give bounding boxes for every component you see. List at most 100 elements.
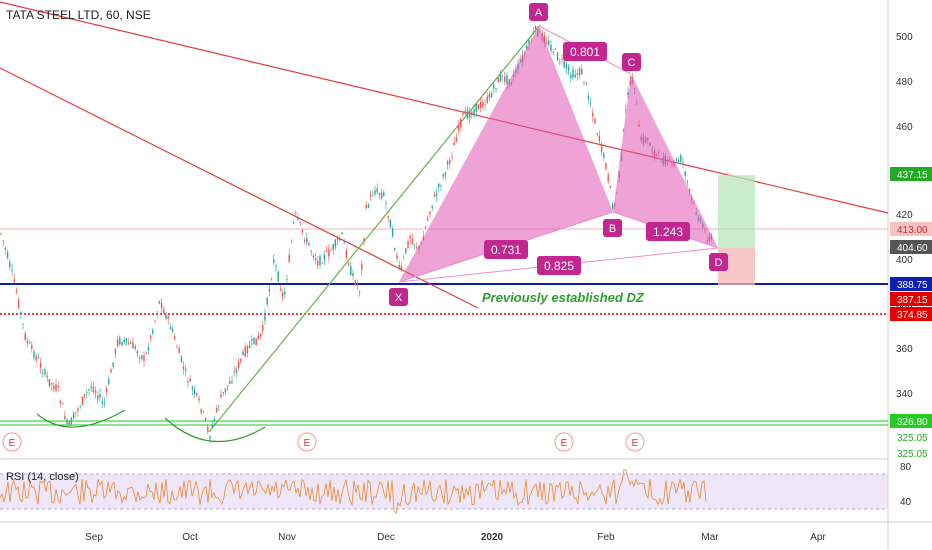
candle-body xyxy=(598,135,601,142)
candle-body xyxy=(585,82,587,84)
candle-body xyxy=(77,408,79,412)
candle-body xyxy=(297,217,299,220)
x-tick-oct: Oct xyxy=(182,532,198,543)
candle-body xyxy=(321,263,323,265)
candle-body xyxy=(468,111,471,118)
candle-body xyxy=(684,171,686,176)
candle-body xyxy=(682,161,684,163)
x-tick-nov: Nov xyxy=(278,532,296,543)
candle-body xyxy=(295,212,297,214)
candle-body xyxy=(310,250,312,252)
candle-body xyxy=(24,333,26,340)
candle-body xyxy=(218,406,220,408)
candle-body xyxy=(101,400,103,404)
candle-body xyxy=(319,255,321,266)
candle-body xyxy=(270,278,273,280)
candle-body xyxy=(328,249,330,257)
candle-body xyxy=(431,205,433,208)
candle-body xyxy=(680,155,682,162)
rounded-bottom-2 xyxy=(164,417,266,443)
candle-body xyxy=(677,160,680,163)
candle-body xyxy=(262,325,264,331)
candle-body xyxy=(37,358,40,359)
candle-body xyxy=(204,417,207,421)
candle-body xyxy=(257,335,260,340)
candle-body xyxy=(165,313,167,319)
candle-body xyxy=(345,250,348,258)
x-tick-sep: Sep xyxy=(85,532,103,543)
candle-body xyxy=(440,185,442,187)
candle-body xyxy=(39,362,42,368)
candle-body xyxy=(226,385,229,387)
candle-body xyxy=(339,239,341,240)
candle-body xyxy=(110,369,112,373)
candle-body xyxy=(11,269,13,271)
price-tag-325-05-b-label: 325.05 xyxy=(897,449,928,460)
candle-body xyxy=(479,101,482,108)
candle-body xyxy=(33,351,35,358)
candle-body xyxy=(627,92,629,95)
candle-body xyxy=(286,279,288,280)
harmonic-pattern xyxy=(398,25,719,283)
candle-body xyxy=(334,239,337,247)
candle-body xyxy=(213,418,216,421)
candle-body xyxy=(119,337,121,344)
x-tick-feb: Feb xyxy=(597,532,615,543)
candle-body xyxy=(81,396,84,405)
price-tag-374-85: 374.85 xyxy=(890,307,932,321)
price-tag-325-05-a-label: 325.05 xyxy=(897,433,928,444)
candle-body xyxy=(378,193,381,195)
candle-body xyxy=(167,316,169,320)
event-marker-3: E xyxy=(554,432,574,452)
candle-body xyxy=(268,288,271,292)
candle-body xyxy=(413,244,416,245)
candle-body xyxy=(565,64,568,69)
candle-body xyxy=(442,174,444,177)
candle-body xyxy=(330,250,332,252)
candle-body xyxy=(259,333,262,337)
candle-body xyxy=(570,74,572,79)
candle-body xyxy=(215,407,218,412)
candle-body xyxy=(457,124,460,131)
candle-body xyxy=(504,76,506,82)
candle-body xyxy=(246,346,249,354)
candle-body xyxy=(317,260,319,266)
candle-body xyxy=(132,342,134,349)
candle-body xyxy=(495,88,497,90)
candle-body xyxy=(176,347,178,348)
candle-body xyxy=(202,411,205,412)
candle-body xyxy=(2,240,4,242)
candle-body xyxy=(61,402,64,405)
candle-body xyxy=(163,308,165,314)
ratio-xb: 0.801 xyxy=(563,42,607,61)
candle-body xyxy=(394,247,396,250)
candle-body xyxy=(581,68,583,75)
point-c: C xyxy=(622,53,641,71)
candle-body xyxy=(464,110,466,115)
candle-body xyxy=(264,314,266,321)
candle-body xyxy=(532,32,535,34)
candle-body xyxy=(196,393,198,396)
candle-body xyxy=(116,339,119,346)
event-marker-1: E xyxy=(2,432,22,452)
candle-body xyxy=(306,237,308,243)
candle-body xyxy=(314,258,317,261)
candle-body xyxy=(103,402,106,404)
candle-body xyxy=(273,259,275,263)
price-tag-404-6: 404.60 xyxy=(890,240,932,254)
candle-body xyxy=(578,68,581,76)
candle-body xyxy=(323,254,326,260)
candle-body xyxy=(138,357,141,359)
candle-body xyxy=(451,156,453,158)
candle-body xyxy=(147,347,150,351)
candle-body xyxy=(281,292,284,297)
candle-body xyxy=(411,239,414,245)
candle-body xyxy=(594,118,596,124)
point-d-label: D xyxy=(715,257,723,269)
candle-body xyxy=(548,40,550,45)
candle-body xyxy=(134,346,136,350)
candle-body xyxy=(341,232,343,234)
y-tick-label: 500 xyxy=(896,32,913,43)
candle-body xyxy=(576,72,579,75)
